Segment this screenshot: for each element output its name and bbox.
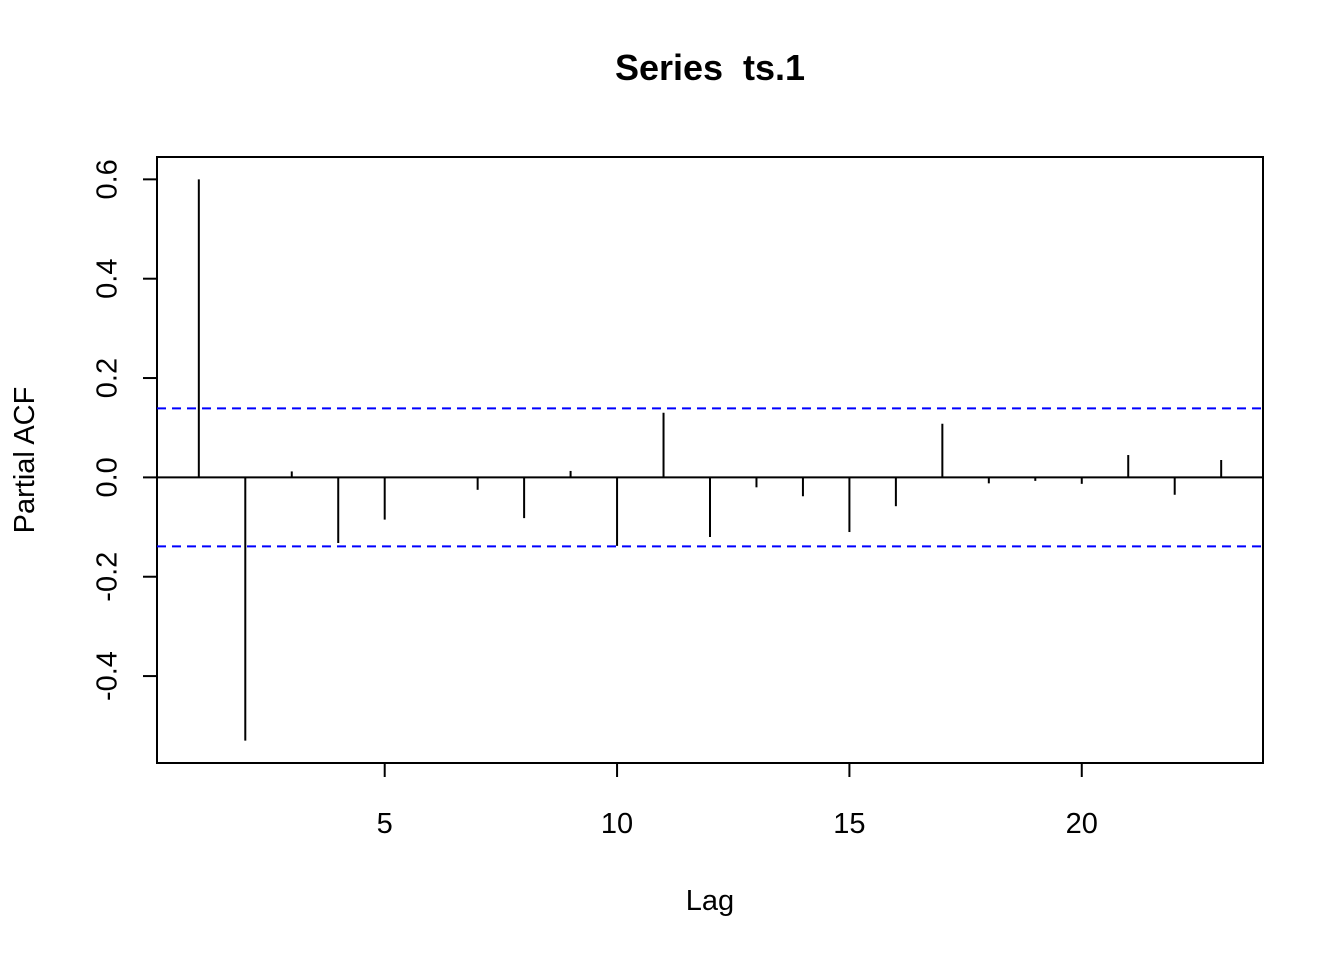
x-tick-label: 15 <box>833 808 865 840</box>
x-axis: 5 10 15 20 <box>377 762 1098 840</box>
y-tick-label: 0.4 <box>92 259 124 299</box>
pacf-spikes <box>197 179 1223 741</box>
y-axis: -0.4 -0.2 0.0 0.2 0.4 0.6 <box>92 159 158 701</box>
x-tick-label: 5 <box>377 808 393 840</box>
y-axis-label: Partial ACF <box>9 387 41 534</box>
x-axis-label: Lag <box>686 885 734 917</box>
plot-frame <box>156 156 1264 764</box>
x-tick-label: 20 <box>1066 808 1098 840</box>
y-tick-label: 0.6 <box>92 159 124 199</box>
confidence-bands <box>157 407 1263 548</box>
x-tick-label: 10 <box>601 808 633 840</box>
y-tick-label: -0.2 <box>92 552 124 602</box>
y-tick-label: -0.4 <box>92 651 124 701</box>
y-tick-label: 0.2 <box>92 358 124 398</box>
y-tick-label: 0.0 <box>92 457 124 497</box>
chart-title: Series ts.1 <box>615 47 805 88</box>
